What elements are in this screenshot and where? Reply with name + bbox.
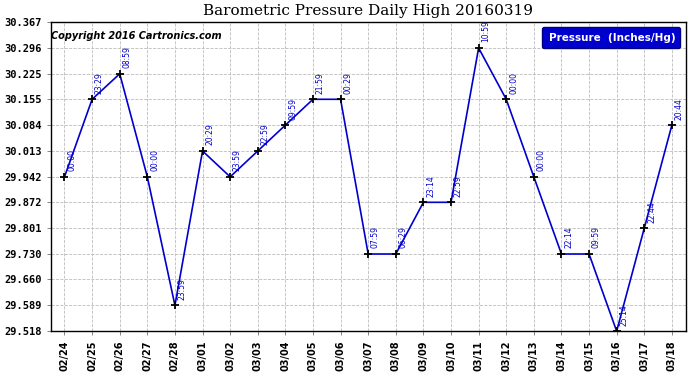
Text: 20:29: 20:29 — [206, 124, 215, 146]
Text: 20:44: 20:44 — [675, 98, 684, 120]
Text: 21:59: 21:59 — [316, 72, 325, 94]
Text: 23:59: 23:59 — [233, 149, 242, 171]
Text: 10:59: 10:59 — [482, 21, 491, 42]
Text: 22:59: 22:59 — [454, 175, 463, 197]
Text: 22:14: 22:14 — [564, 227, 573, 249]
Text: 22:59: 22:59 — [261, 124, 270, 146]
Text: 09:59: 09:59 — [592, 226, 601, 249]
Text: 00:00: 00:00 — [68, 149, 77, 171]
Text: 00:00: 00:00 — [150, 149, 159, 171]
Text: 08:59: 08:59 — [123, 46, 132, 68]
Text: 23:29: 23:29 — [95, 72, 104, 94]
Text: 07:59: 07:59 — [371, 226, 380, 249]
Text: 23:59: 23:59 — [178, 278, 187, 300]
Text: 06:29: 06:29 — [399, 226, 408, 249]
Text: 00:00: 00:00 — [509, 72, 518, 94]
Text: Copyright 2016 Cartronics.com: Copyright 2016 Cartronics.com — [51, 32, 222, 41]
Title: Barometric Pressure Daily High 20160319: Barometric Pressure Daily High 20160319 — [203, 4, 533, 18]
Text: 00:00: 00:00 — [537, 149, 546, 171]
Text: 09:59: 09:59 — [288, 98, 297, 120]
Text: 25:14: 25:14 — [620, 304, 629, 326]
Text: 00:29: 00:29 — [344, 72, 353, 94]
Text: 23:14: 23:14 — [426, 175, 435, 197]
Legend: Pressure  (Inches/Hg): Pressure (Inches/Hg) — [542, 27, 680, 48]
Text: 22:44: 22:44 — [647, 201, 656, 223]
